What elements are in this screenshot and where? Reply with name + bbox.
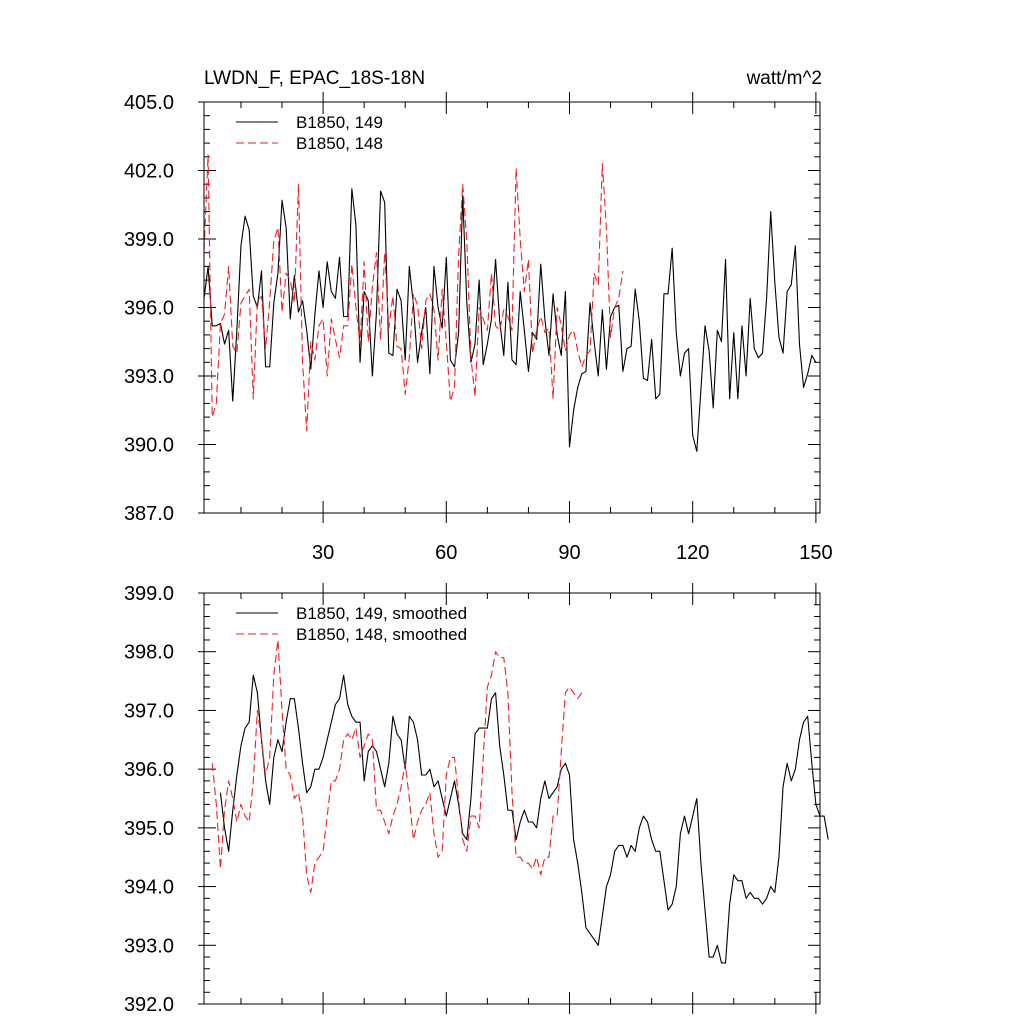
bottom-ytick-label: 396.0 (124, 759, 174, 781)
top-ytick-label: 402.0 (124, 161, 174, 183)
top-panel-ticks: 387.0 390.0 393.0 396.0 399.0 402.0 405.0 30 60 9… (124, 92, 833, 564)
top-xtick-label: 150 (799, 542, 832, 564)
top-xtick-label: 120 (676, 542, 709, 564)
top-legend-label-2: B1850, 148 (296, 134, 383, 153)
top-ytick-label: 396.0 (124, 298, 174, 320)
top-panel-title: LWDN_F, EPAC_18S-18N (204, 68, 425, 89)
top-panel-legend: B1850, 149 B1850, 148 (236, 113, 383, 153)
top-panel-series (203, 153, 817, 452)
bottom-legend-label-2: B1850, 148, smoothed (296, 625, 467, 644)
top-legend-label-1: B1850, 149 (296, 113, 383, 132)
bottom-ytick-label: 399.0 (124, 583, 174, 605)
bottom-ytick-label: 395.0 (124, 818, 174, 840)
top-series-1-line (203, 188, 817, 452)
bottom-ytick-label: 398.0 (124, 642, 174, 664)
bottom-legend-label-1: B1850, 149, smoothed (296, 604, 467, 623)
bottom-series-2-line (211, 639, 583, 893)
bottom-ytick-label: 394.0 (124, 877, 174, 899)
top-xtick-label: 60 (435, 542, 457, 564)
bottom-ytick-label: 393.0 (124, 935, 174, 957)
bottom-panel-ticks: 392.0 393.0 394.0 395.0 396.0 397.0 398.0 399.0 (124, 583, 820, 1016)
top-xtick-label: 90 (558, 542, 580, 564)
top-series-2-line (203, 153, 624, 432)
top-ytick-label: 387.0 (124, 503, 174, 525)
top-panel: LWDN_F, EPAC_18S-18N watt/m^2 387.0 390.0… (124, 68, 833, 564)
top-xtick-label: 30 (312, 542, 334, 564)
top-ytick-label: 399.0 (124, 229, 174, 251)
bottom-panel-frame (203, 592, 821, 1005)
top-ytick-label: 390.0 (124, 435, 174, 457)
top-panel-units: watt/m^2 (746, 68, 822, 89)
bottom-ytick-label: 397.0 (124, 700, 174, 722)
bottom-panel: 392.0 393.0 394.0 395.0 396.0 397.0 398.0 399.0… (124, 583, 829, 1016)
bottom-panel-series (211, 639, 829, 964)
top-ytick-label: 405.0 (124, 92, 174, 114)
top-panel-frame (203, 101, 821, 514)
top-ytick-label: 393.0 (124, 366, 174, 388)
bottom-panel-legend: B1850, 149, smoothed B1850, 148, smoothed (236, 604, 467, 644)
bottom-ytick-label: 392.0 (124, 994, 174, 1016)
bottom-series-1-line (219, 674, 829, 964)
